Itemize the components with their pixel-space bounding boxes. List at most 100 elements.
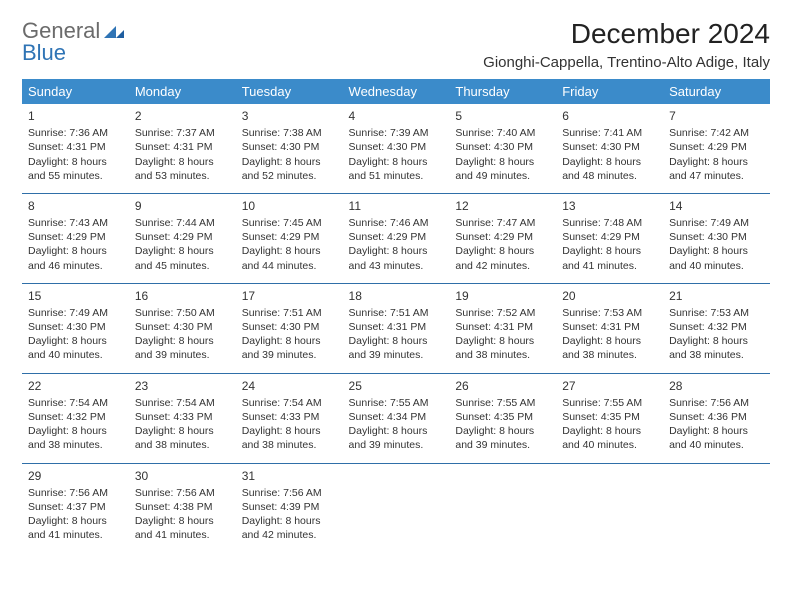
daylight-text: Daylight: 8 hours and 51 minutes.	[349, 155, 444, 183]
daylight-text: Daylight: 8 hours and 46 minutes.	[28, 244, 123, 272]
daylight-text: Daylight: 8 hours and 45 minutes.	[135, 244, 230, 272]
calendar-day-cell: 23Sunrise: 7:54 AMSunset: 4:33 PMDayligh…	[129, 373, 236, 463]
title-block: December 2024 Gionghi-Cappella, Trentino…	[483, 18, 770, 71]
sunset-text: Sunset: 4:30 PM	[135, 320, 230, 334]
calendar-day-cell: 18Sunrise: 7:51 AMSunset: 4:31 PMDayligh…	[343, 283, 450, 373]
sunrise-text: Sunrise: 7:48 AM	[562, 216, 657, 230]
sunset-text: Sunset: 4:31 PM	[349, 320, 444, 334]
day-number: 10	[242, 198, 337, 216]
day-header: Thursday	[449, 79, 556, 104]
sunset-text: Sunset: 4:32 PM	[28, 410, 123, 424]
sunrise-text: Sunrise: 7:55 AM	[349, 396, 444, 410]
sunrise-text: Sunrise: 7:56 AM	[135, 486, 230, 500]
sunrise-text: Sunrise: 7:39 AM	[349, 126, 444, 140]
day-header: Tuesday	[236, 79, 343, 104]
sunrise-text: Sunrise: 7:54 AM	[242, 396, 337, 410]
sunrise-text: Sunrise: 7:43 AM	[28, 216, 123, 230]
daylight-text: Daylight: 8 hours and 39 minutes.	[349, 334, 444, 362]
calendar-day-cell: 22Sunrise: 7:54 AMSunset: 4:32 PMDayligh…	[22, 373, 129, 463]
sunset-text: Sunset: 4:29 PM	[242, 230, 337, 244]
calendar-day-cell: 3Sunrise: 7:38 AMSunset: 4:30 PMDaylight…	[236, 104, 343, 193]
calendar-day-cell: 25Sunrise: 7:55 AMSunset: 4:34 PMDayligh…	[343, 373, 450, 463]
day-number: 5	[455, 108, 550, 126]
daylight-text: Daylight: 8 hours and 43 minutes.	[349, 244, 444, 272]
sunrise-text: Sunrise: 7:49 AM	[669, 216, 764, 230]
sunrise-text: Sunrise: 7:44 AM	[135, 216, 230, 230]
day-header: Monday	[129, 79, 236, 104]
daylight-text: Daylight: 8 hours and 48 minutes.	[562, 155, 657, 183]
sunset-text: Sunset: 4:29 PM	[28, 230, 123, 244]
day-number: 8	[28, 198, 123, 216]
sunrise-text: Sunrise: 7:42 AM	[669, 126, 764, 140]
calendar-day-cell: 2Sunrise: 7:37 AMSunset: 4:31 PMDaylight…	[129, 104, 236, 193]
calendar-day-cell: 14Sunrise: 7:49 AMSunset: 4:30 PMDayligh…	[663, 193, 770, 283]
sunset-text: Sunset: 4:34 PM	[349, 410, 444, 424]
calendar-day-cell	[343, 463, 450, 552]
sunset-text: Sunset: 4:30 PM	[669, 230, 764, 244]
sunset-text: Sunset: 4:31 PM	[455, 320, 550, 334]
calendar-week-row: 8Sunrise: 7:43 AMSunset: 4:29 PMDaylight…	[22, 193, 770, 283]
day-number: 30	[135, 468, 230, 486]
day-number: 3	[242, 108, 337, 126]
calendar-day-cell: 6Sunrise: 7:41 AMSunset: 4:30 PMDaylight…	[556, 104, 663, 193]
sunset-text: Sunset: 4:30 PM	[455, 140, 550, 154]
page-header: General Blue December 2024 Gionghi-Cappe…	[22, 18, 770, 71]
calendar-day-cell: 15Sunrise: 7:49 AMSunset: 4:30 PMDayligh…	[22, 283, 129, 373]
daylight-text: Daylight: 8 hours and 39 minutes.	[242, 334, 337, 362]
sunset-text: Sunset: 4:29 PM	[669, 140, 764, 154]
day-number: 2	[135, 108, 230, 126]
sunset-text: Sunset: 4:30 PM	[562, 140, 657, 154]
daylight-text: Daylight: 8 hours and 40 minutes.	[669, 244, 764, 272]
logo-text: General Blue	[22, 18, 124, 64]
calendar-week-row: 15Sunrise: 7:49 AMSunset: 4:30 PMDayligh…	[22, 283, 770, 373]
day-header: Friday	[556, 79, 663, 104]
day-number: 22	[28, 378, 123, 396]
day-number: 18	[349, 288, 444, 306]
calendar-day-cell: 10Sunrise: 7:45 AMSunset: 4:29 PMDayligh…	[236, 193, 343, 283]
daylight-text: Daylight: 8 hours and 53 minutes.	[135, 155, 230, 183]
daylight-text: Daylight: 8 hours and 38 minutes.	[242, 424, 337, 452]
sunset-text: Sunset: 4:35 PM	[562, 410, 657, 424]
daylight-text: Daylight: 8 hours and 42 minutes.	[455, 244, 550, 272]
daylight-text: Daylight: 8 hours and 44 minutes.	[242, 244, 337, 272]
location-label: Gionghi-Cappella, Trentino-Alto Adige, I…	[483, 54, 770, 71]
calendar-day-cell: 9Sunrise: 7:44 AMSunset: 4:29 PMDaylight…	[129, 193, 236, 283]
day-number: 27	[562, 378, 657, 396]
logo-mark-icon	[104, 20, 124, 42]
calendar-day-cell: 29Sunrise: 7:56 AMSunset: 4:37 PMDayligh…	[22, 463, 129, 552]
sunrise-text: Sunrise: 7:56 AM	[669, 396, 764, 410]
logo-word-2: Blue	[22, 40, 66, 65]
daylight-text: Daylight: 8 hours and 38 minutes.	[135, 424, 230, 452]
sunrise-text: Sunrise: 7:54 AM	[135, 396, 230, 410]
day-number: 13	[562, 198, 657, 216]
sunset-text: Sunset: 4:29 PM	[455, 230, 550, 244]
sunset-text: Sunset: 4:31 PM	[135, 140, 230, 154]
calendar-day-cell: 12Sunrise: 7:47 AMSunset: 4:29 PMDayligh…	[449, 193, 556, 283]
day-number: 21	[669, 288, 764, 306]
calendar-day-cell: 27Sunrise: 7:55 AMSunset: 4:35 PMDayligh…	[556, 373, 663, 463]
sunrise-text: Sunrise: 7:54 AM	[28, 396, 123, 410]
sunset-text: Sunset: 4:31 PM	[562, 320, 657, 334]
day-number: 12	[455, 198, 550, 216]
sunrise-text: Sunrise: 7:53 AM	[562, 306, 657, 320]
sunset-text: Sunset: 4:36 PM	[669, 410, 764, 424]
calendar-day-cell: 19Sunrise: 7:52 AMSunset: 4:31 PMDayligh…	[449, 283, 556, 373]
day-header: Wednesday	[343, 79, 450, 104]
sunset-text: Sunset: 4:39 PM	[242, 500, 337, 514]
sunset-text: Sunset: 4:29 PM	[349, 230, 444, 244]
sunrise-text: Sunrise: 7:56 AM	[242, 486, 337, 500]
month-title: December 2024	[483, 18, 770, 50]
calendar-day-cell: 4Sunrise: 7:39 AMSunset: 4:30 PMDaylight…	[343, 104, 450, 193]
day-number: 29	[28, 468, 123, 486]
sunrise-text: Sunrise: 7:37 AM	[135, 126, 230, 140]
calendar-day-cell	[449, 463, 556, 552]
calendar-day-cell: 17Sunrise: 7:51 AMSunset: 4:30 PMDayligh…	[236, 283, 343, 373]
calendar-day-cell: 7Sunrise: 7:42 AMSunset: 4:29 PMDaylight…	[663, 104, 770, 193]
calendar-day-cell: 28Sunrise: 7:56 AMSunset: 4:36 PMDayligh…	[663, 373, 770, 463]
calendar-day-cell: 5Sunrise: 7:40 AMSunset: 4:30 PMDaylight…	[449, 104, 556, 193]
calendar-day-cell: 20Sunrise: 7:53 AMSunset: 4:31 PMDayligh…	[556, 283, 663, 373]
calendar-day-cell: 24Sunrise: 7:54 AMSunset: 4:33 PMDayligh…	[236, 373, 343, 463]
calendar-day-cell: 16Sunrise: 7:50 AMSunset: 4:30 PMDayligh…	[129, 283, 236, 373]
daylight-text: Daylight: 8 hours and 52 minutes.	[242, 155, 337, 183]
day-number: 11	[349, 198, 444, 216]
